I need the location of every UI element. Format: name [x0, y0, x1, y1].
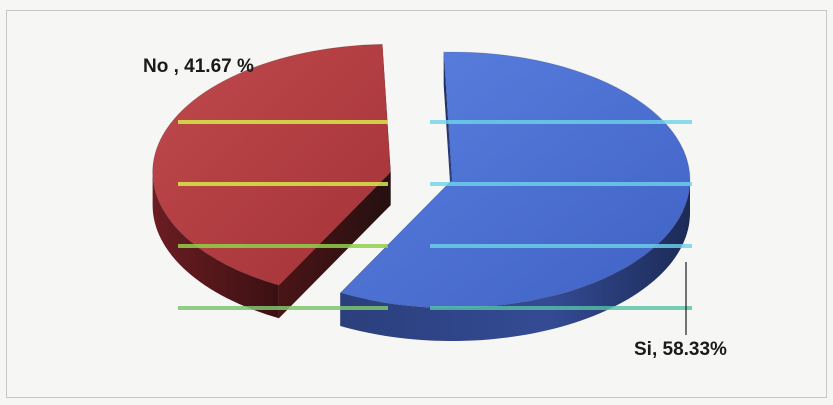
scanline-right-1 [430, 182, 692, 186]
scanline-right-2 [430, 244, 692, 248]
scanline-left-1 [178, 182, 388, 186]
pie-slice-si-side-0 [340, 180, 690, 342]
chart-border-right [826, 10, 827, 398]
pie-slice-si [339, 51, 691, 342]
scanline-left-2 [178, 244, 388, 248]
data-label-no: No , 41.67 % [143, 56, 254, 77]
chart-border-top [6, 10, 827, 11]
chart-border-left [6, 10, 7, 398]
pie-slice-no-side-0 [152, 172, 279, 319]
pie-slice-no [152, 43, 392, 319]
pie-slice-si-wall-0 [443, 52, 452, 213]
scanline-right-0 [430, 120, 692, 124]
scanline-right-3 [430, 306, 692, 310]
scanline-left-0 [178, 120, 388, 124]
scanline-left-3 [178, 306, 388, 310]
data-label-si: Si, 58.33% [634, 339, 727, 360]
chart-border-bottom [6, 397, 827, 398]
pie-slice-no-top [152, 43, 392, 286]
